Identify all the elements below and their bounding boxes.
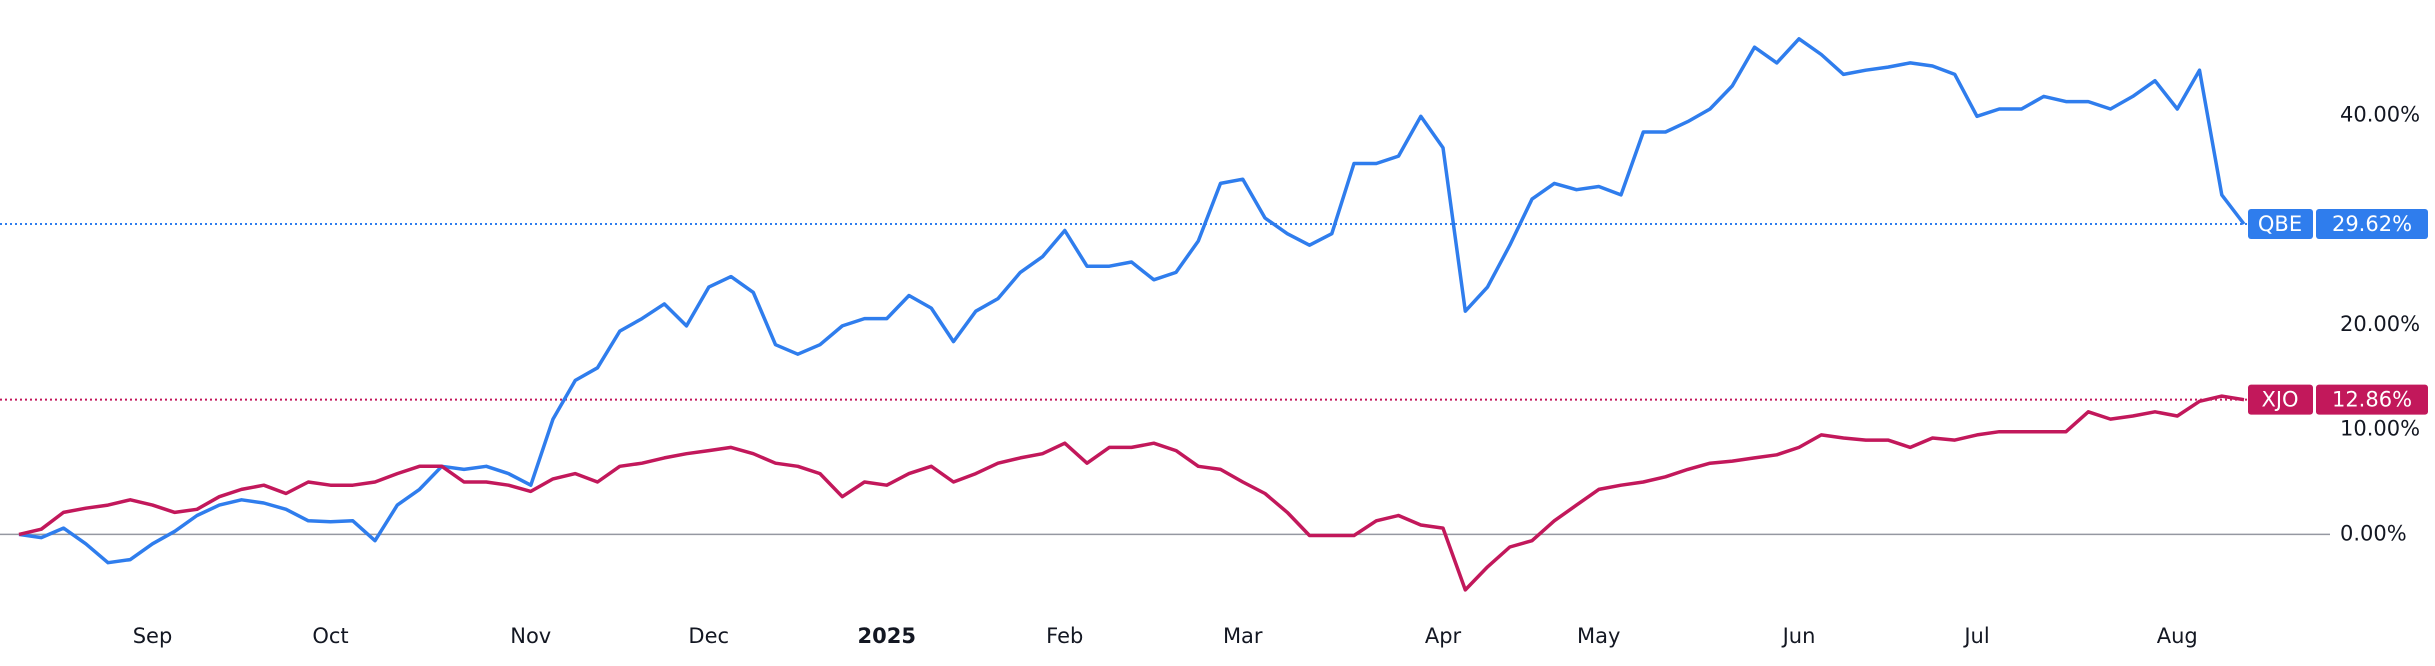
x-tick-label: Jul (1962, 624, 1989, 648)
x-tick-label: Dec (688, 624, 729, 648)
y-tick-label: 10.00% (2340, 417, 2420, 441)
series-name-label: QBE (2258, 212, 2302, 236)
end-value-label: 29.62% (2332, 212, 2412, 236)
x-tick-label: Apr (1425, 624, 1462, 648)
y-tick-label: 0.00% (2340, 521, 2407, 545)
end-value-label: 12.86% (2332, 388, 2412, 412)
end-value-box (2316, 209, 2428, 240)
x-tick-label: Jun (1781, 624, 1816, 648)
x-tick-label: Oct (312, 624, 348, 648)
x-tick-label: Feb (1046, 624, 1083, 648)
x-tick-label: May (1577, 624, 1620, 648)
x-tick-label: Aug (2157, 624, 2198, 648)
y-tick-label: 40.00% (2340, 102, 2420, 126)
series-name-box (2248, 384, 2313, 415)
x-tick-label: 2025 (858, 624, 916, 648)
series-line (18, 394, 2245, 592)
x-tick-label: Mar (1223, 624, 1263, 648)
x-tick-label: Sep (133, 624, 173, 648)
x-tick-label: Nov (510, 624, 551, 648)
series-name-label: XJO (2261, 388, 2298, 412)
series-name-box (2248, 209, 2313, 240)
series-line (18, 37, 2246, 565)
end-value-box (2316, 384, 2428, 415)
y-tick-label: 20.00% (2340, 312, 2420, 336)
